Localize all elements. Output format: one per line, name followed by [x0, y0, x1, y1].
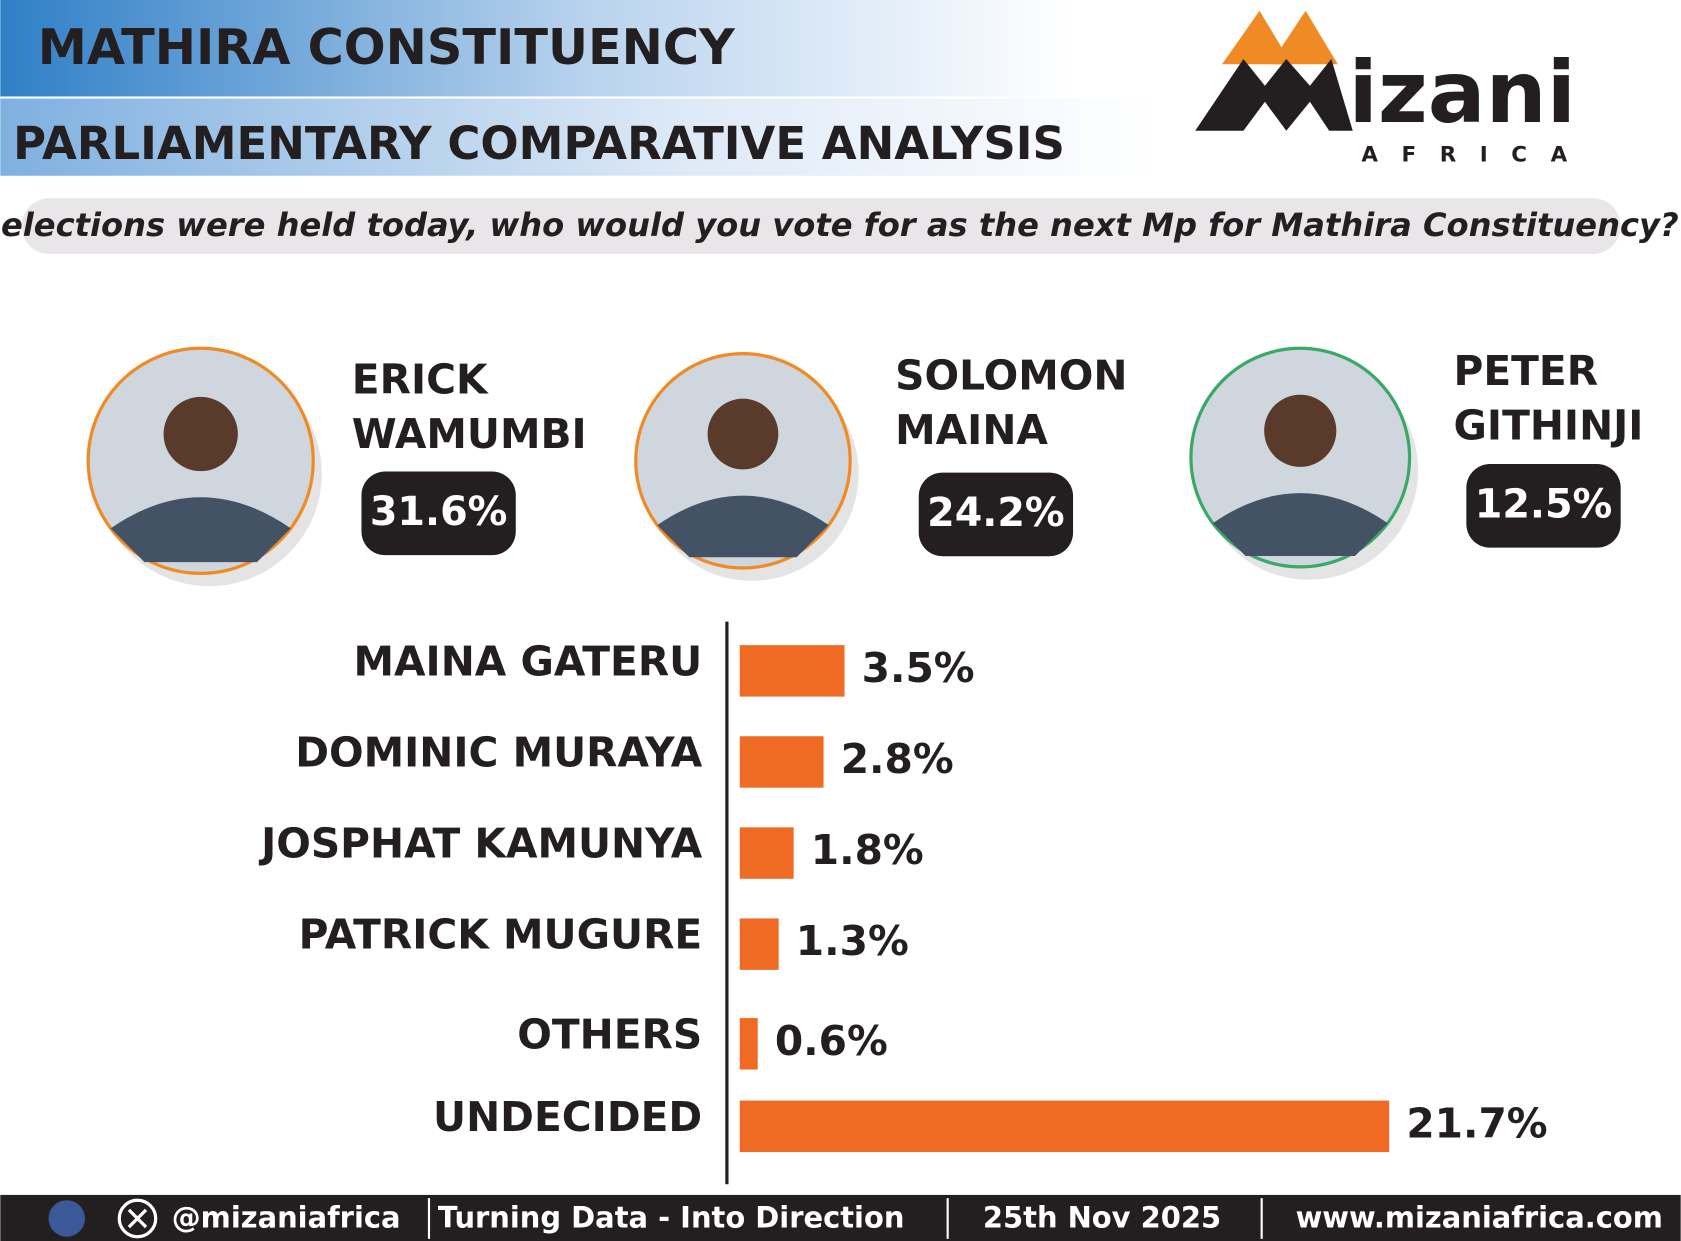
category-label: OTHERS [517, 1010, 702, 1058]
logo-tagline: AFRICA [1361, 142, 1590, 167]
facebook-icon [48, 1200, 85, 1237]
category-label: UNDECIDED [433, 1093, 702, 1141]
bar [739, 1100, 1390, 1153]
logo-m [1195, 58, 1353, 131]
x-icon [117, 1198, 158, 1239]
logo-peak [1270, 10, 1338, 65]
candidate-name: MAINA [895, 406, 1048, 454]
candidate-name: PETER [1453, 347, 1598, 395]
x-icon-mark [127, 1208, 148, 1229]
photo-body [110, 497, 291, 563]
subheader-band [0, 98, 1158, 176]
footer-slogan: Turning Data - Into Direction [438, 1201, 905, 1235]
logo: izani AFRICA [1195, 10, 1590, 167]
logo-name: izani [1348, 43, 1576, 143]
value-label: 0.6% [775, 1017, 888, 1065]
logo-peak [1222, 10, 1292, 65]
candidate-name: GITHINJI [1453, 402, 1643, 450]
footer-handle: @mizaniafrica [172, 1201, 401, 1235]
footer-band [0, 1194, 1681, 1241]
percent-pill [918, 472, 1074, 557]
photo-body [1212, 493, 1388, 556]
value-label: 3.5% [862, 644, 975, 692]
bar [739, 645, 845, 697]
subtitle: PARLIAMENTARY COMPARATIVE ANALYSIS [13, 117, 1065, 170]
photo-head [707, 398, 779, 470]
category-label: JOSPHAT KAMUNYA [258, 820, 703, 868]
title: MATHIRA CONSTITUENCY [38, 18, 736, 76]
candidate-name: ERICK [352, 356, 489, 404]
question-pill [21, 198, 1621, 254]
footer-date: 25th Nov 2025 [983, 1201, 1221, 1235]
header-band [0, 0, 1072, 97]
percent-pill [361, 471, 516, 556]
photo-head [163, 396, 238, 472]
value-label: 1.8% [811, 826, 924, 874]
percent-label: 24.2% [927, 490, 1065, 536]
candidate-name: WAMUMBI [352, 410, 587, 458]
value-label: 21.7% [1406, 1099, 1547, 1147]
category-label: MAINA GATERU [354, 637, 703, 685]
percent-label: 31.6% [370, 489, 508, 535]
percent-label: 12.5% [1475, 481, 1613, 527]
value-label: 2.8% [841, 735, 954, 783]
bar [739, 918, 779, 970]
question: If elections were held today, who would … [0, 206, 1679, 244]
bar [739, 1018, 758, 1070]
photo-body [657, 495, 829, 558]
value-label: 1.3% [796, 917, 909, 965]
photo-head [1264, 394, 1337, 467]
candidate-name: SOLOMON [895, 351, 1127, 399]
bar [739, 827, 794, 879]
category-label: DOMINIC MURAYA [295, 729, 703, 777]
bar [739, 736, 824, 788]
category-label: PATRICK MUGURE [299, 911, 703, 959]
percent-pill [1466, 464, 1621, 548]
footer-website: www.mizaniafrica.com [1296, 1201, 1663, 1235]
